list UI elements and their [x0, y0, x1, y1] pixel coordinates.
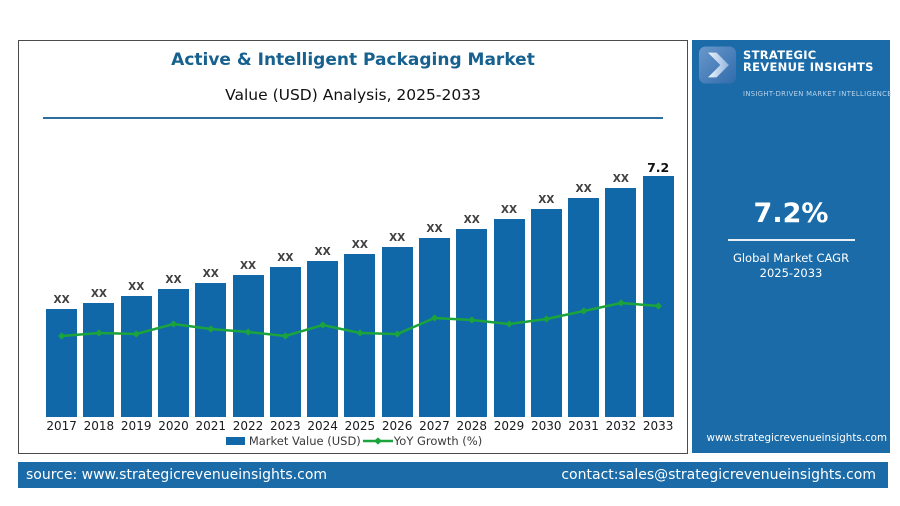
market-value-bar [344, 254, 376, 417]
x-tick-label: 2022 [232, 419, 264, 433]
market-value-bar [568, 198, 600, 417]
chevron-logo-icon [698, 46, 737, 84]
legend-line-marker-icon [362, 437, 393, 445]
bar-column: XX [229, 157, 266, 417]
bar-column: XX [416, 157, 453, 417]
bar-chart-plot: XX XX XX XX XX XX XX XX XX XX XX XX XX XX XX XX 7.2 [43, 157, 677, 417]
market-value-bar [493, 219, 525, 417]
cagr-caption: Global Market CAGR 2025-2033 [692, 251, 890, 281]
x-tick-label: 2023 [270, 419, 301, 433]
bar-column: XX [379, 157, 416, 417]
footer-contact: contact:sales@strategicrevenueinsights.c… [561, 467, 876, 483]
x-tick-label: 2028 [456, 419, 487, 433]
bar-column: XX [267, 157, 304, 417]
bar-value-label: XX [165, 274, 182, 286]
bar-value-label: XX [128, 281, 145, 293]
market-value-bar [456, 229, 488, 417]
chart-panel: Active & Intelligent Packaging Market Va… [18, 40, 688, 454]
bar-value-label: XX [426, 223, 443, 235]
bar-column: XX [565, 157, 602, 417]
bar-value-label: 7.2 [647, 160, 670, 175]
bar-value-label: XX [538, 194, 555, 206]
bar-value-label: XX [202, 268, 219, 280]
chart-subtitle: Value (USD) Analysis, 2025-2033 [225, 86, 481, 104]
bar-value-label: XX [239, 260, 257, 272]
market-value-bar [157, 289, 189, 417]
legend-line-label: YoY Growth (%) [393, 434, 483, 448]
x-tick-label: 2032 [605, 419, 637, 433]
footer-source: source: www.strategicrevenueinsights.com [26, 467, 328, 483]
chart-legend: Market Value (USD) YoY Growth (%) [19, 434, 689, 448]
bar-column: XX [155, 157, 192, 417]
bar-value-label: XX [612, 173, 629, 185]
bar-column: 7.2 [640, 157, 677, 417]
cagr-divider [728, 239, 855, 241]
bar-column: XX [341, 157, 378, 417]
market-value-bar [418, 238, 450, 417]
x-tick-label: 2029 [493, 419, 525, 433]
bar-column: XX [118, 157, 155, 417]
bar-column: XX [304, 157, 341, 417]
x-tick-label: 2033 [642, 419, 674, 433]
bar-value-label: XX [351, 239, 368, 251]
brand-line1: STRATEGIC [743, 48, 817, 62]
sidebar-website: www.strategicrevenueinsights.com [706, 432, 887, 444]
title-divider [43, 117, 663, 119]
x-tick-label: 2021 [195, 419, 227, 433]
market-value-bar [642, 176, 674, 417]
market-value-bar [307, 261, 339, 417]
bar-column: XX [528, 157, 565, 417]
legend-bar-swatch-icon [225, 437, 245, 445]
cagr-caption-line2: 2025-2033 [759, 265, 823, 280]
cagr-caption-line1: Global Market CAGR [732, 251, 850, 265]
x-tick-label: 2026 [381, 419, 413, 433]
x-tick-label: 2020 [158, 419, 189, 433]
chart-title: Active & Intelligent Packaging Market [171, 50, 535, 70]
brand-name: STRATEGIC REVENUE INSIGHTS [743, 48, 874, 75]
bar-column: XX [490, 157, 527, 417]
bar-value-label: XX [53, 294, 70, 306]
market-value-bar [605, 188, 637, 417]
bar-value-label: XX [314, 246, 331, 258]
bar-value-label: XX [575, 183, 592, 195]
market-value-bar [83, 303, 115, 417]
bar-column: XX [192, 157, 229, 417]
x-tick-label: 2030 [531, 419, 562, 433]
cagr-value: 7.2% [753, 198, 829, 229]
bar-column: XX [43, 157, 80, 417]
bar-value-label: XX [277, 252, 294, 264]
x-tick-label: 2031 [568, 419, 599, 433]
market-value-bar [120, 296, 152, 417]
brand-line2: REVENUE INSIGHTS [743, 60, 874, 75]
x-tick-label: 2025 [344, 419, 376, 433]
market-value-bar [530, 209, 562, 417]
bar-value-label: XX [90, 288, 108, 300]
brand-logo-row: STRATEGIC REVENUE INSIGHTS [692, 40, 890, 84]
footer-bar: source: www.strategicrevenueinsights.com… [18, 462, 888, 488]
x-tick-label: 2027 [419, 419, 450, 433]
market-value-bar [269, 267, 301, 417]
market-value-bar [195, 283, 227, 417]
bar-column: XX [453, 157, 490, 417]
bar-value-label: XX [500, 204, 518, 216]
legend-bar-label: Market Value (USD) [248, 434, 361, 448]
bar-column: XX [80, 157, 117, 417]
market-value-bar [381, 247, 413, 417]
x-tick-label: 2017 [46, 419, 77, 433]
x-tick-label: 2019 [120, 419, 152, 433]
market-value-bar [232, 275, 264, 417]
bar-value-label: XX [463, 214, 480, 226]
bar-column: XX [602, 157, 639, 417]
x-tick-label: 2024 [307, 419, 338, 433]
brand-tagline: INSIGHT-DRIVEN MARKET INTELLIGENCE [743, 90, 892, 98]
bar-value-label: XX [389, 232, 406, 244]
market-value-bar [46, 309, 78, 417]
brand-sidebar: STRATEGIC REVENUE INSIGHTS INSIGHT-DRIVE… [692, 40, 892, 453]
x-tick-label: 2018 [83, 419, 115, 433]
x-axis-labels: 2017 2018 2019 2020 2021 2022 2023 2024 2025 2026… [43, 419, 677, 433]
bar-columns: XX XX XX XX XX XX XX XX XX XX XX XX XX XX XX XX 7.2 [43, 157, 677, 417]
